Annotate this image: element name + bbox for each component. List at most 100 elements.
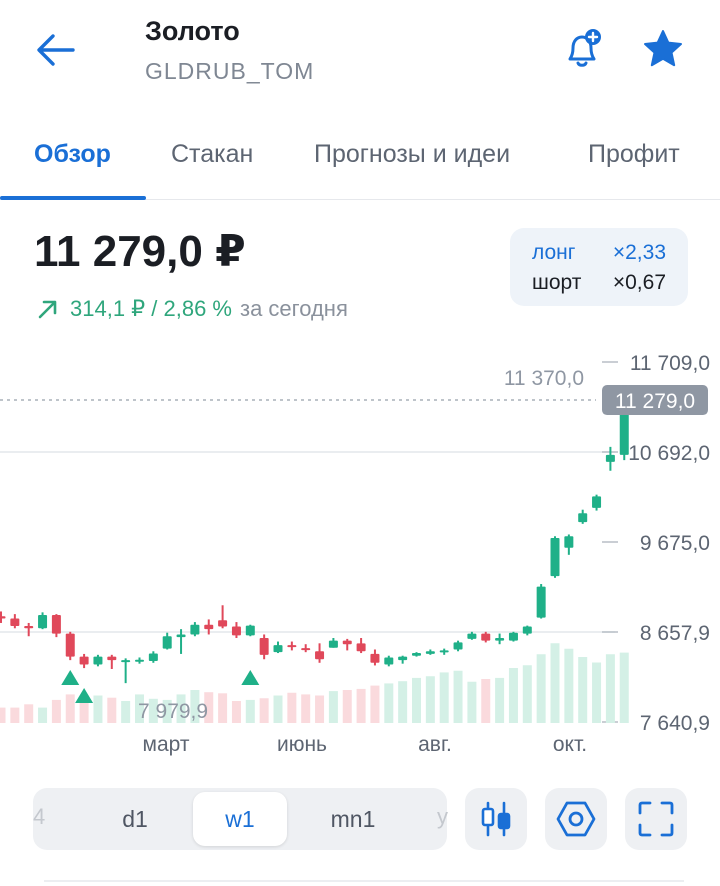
candle-body <box>453 642 463 650</box>
volume-bar <box>453 670 463 723</box>
short-leverage: шорт ×0,67 <box>532 268 666 298</box>
volume-bar <box>93 695 103 723</box>
candle-body <box>38 615 48 629</box>
candle-body <box>398 656 408 661</box>
period-w1-button[interactable]: w1 <box>193 792 287 846</box>
bottom-divider <box>44 880 684 882</box>
short-value: ×0,67 <box>612 271 666 294</box>
price-chart[interactable]: 11 709,0 10 692,0 9 675,0 8 657,9 7 640,9 11 … <box>0 355 720 760</box>
candle-body <box>578 513 588 523</box>
y-tick-label: 9 675,0 <box>640 532 710 555</box>
tab-order-book[interactable]: Стакан <box>171 140 254 168</box>
volume-bar <box>259 698 269 723</box>
candle-body <box>218 620 228 627</box>
arrow-up-right-icon <box>38 300 57 319</box>
volume-bar <box>148 698 158 723</box>
candle-body <box>592 496 602 508</box>
signal-triangle <box>241 670 260 685</box>
chart-type-button[interactable] <box>465 788 527 850</box>
candle-body <box>93 656 103 665</box>
leverage-box[interactable]: лонг ×2,33 шорт ×0,67 <box>510 228 688 306</box>
tab-forecasts[interactable]: Прогнозы и идеи <box>314 140 511 168</box>
bell-plus-icon <box>568 29 601 67</box>
period-scroll-right: y <box>437 804 448 829</box>
volume-bar <box>218 693 228 723</box>
volume-bar <box>176 694 186 723</box>
volume-bar <box>65 694 75 723</box>
volume-bar <box>592 662 602 723</box>
tab-overview[interactable]: Обзор <box>34 140 111 168</box>
volume-bar <box>467 681 477 723</box>
candle-body <box>508 632 518 641</box>
fullscreen-button[interactable] <box>625 788 687 850</box>
candle-body <box>245 625 255 636</box>
volume-bar <box>121 701 131 723</box>
candle-body <box>550 538 560 577</box>
candle-body <box>204 624 214 630</box>
volume-bar <box>107 697 117 723</box>
candle-body <box>176 634 186 638</box>
back-button[interactable] <box>30 28 80 72</box>
tab-profit[interactable]: Профит <box>588 140 680 168</box>
volume-bar <box>24 704 34 723</box>
volume-bar <box>412 677 421 723</box>
volume-bar <box>439 672 449 723</box>
candle-body <box>356 643 366 652</box>
period-scroll-left: 4 <box>33 804 46 829</box>
min-price-label: 7 979,9 <box>138 700 208 723</box>
candle-body <box>522 626 532 634</box>
y-tick-label: 8 657,9 <box>640 622 710 645</box>
signal-triangle <box>75 688 94 703</box>
volume-bar <box>79 696 89 723</box>
volume-bar <box>342 690 352 723</box>
volume-bar <box>162 699 172 723</box>
candle-body <box>287 645 297 648</box>
volume-bar <box>508 668 518 723</box>
volume-bar <box>51 699 61 723</box>
volume-bar <box>273 695 283 723</box>
current-price-tag-label: 11 279,0 <box>615 390 695 413</box>
period-mn1-button[interactable]: mn1 <box>330 805 376 832</box>
period-selector: 4 d1 w1 mn1 y <box>33 788 448 850</box>
candle-body <box>536 586 546 618</box>
price-alert-button[interactable] <box>558 24 608 74</box>
candle-body <box>564 536 574 548</box>
candle-body <box>79 656 89 665</box>
y-tick-label: 7 640,9 <box>640 712 710 735</box>
daily-change-value: 314,1 ₽ / 2,86 % <box>70 296 232 321</box>
candle-body <box>107 656 117 661</box>
ticker-symbol: GLDRUB_TOM <box>145 58 315 84</box>
volume-bar <box>301 694 311 723</box>
tab-active-indicator <box>0 196 146 200</box>
favorite-button[interactable] <box>638 24 688 74</box>
hexagon-settings-icon <box>556 801 596 837</box>
volume-bar <box>384 683 394 723</box>
volume-bar <box>536 654 546 723</box>
candle-body <box>273 645 283 653</box>
candle-body <box>412 653 421 656</box>
volume-bar <box>287 692 297 723</box>
candlestick-icon <box>481 801 511 837</box>
candle-body <box>315 651 325 660</box>
short-label: шорт <box>532 271 582 294</box>
candle-body <box>24 626 34 629</box>
indicators-button[interactable] <box>545 788 607 850</box>
candle-body <box>495 638 505 641</box>
max-price-label: 11 370,0 <box>504 367 584 390</box>
volume-bar <box>370 685 380 723</box>
period-d1-button[interactable]: d1 <box>122 805 148 832</box>
candle-body <box>135 659 144 662</box>
volume-bar <box>522 665 532 723</box>
candle-body <box>384 657 394 665</box>
candle-body <box>231 626 241 636</box>
candle-body <box>605 454 615 462</box>
candle-body <box>190 624 200 635</box>
volume-bar <box>38 707 48 723</box>
volume-bar <box>356 688 366 723</box>
candle-body <box>301 648 311 651</box>
volume-bar <box>10 707 20 723</box>
volume-bar <box>550 643 560 723</box>
candle-body <box>439 650 449 653</box>
candle-body <box>65 633 75 657</box>
x-tick-label: авг. <box>418 733 452 756</box>
